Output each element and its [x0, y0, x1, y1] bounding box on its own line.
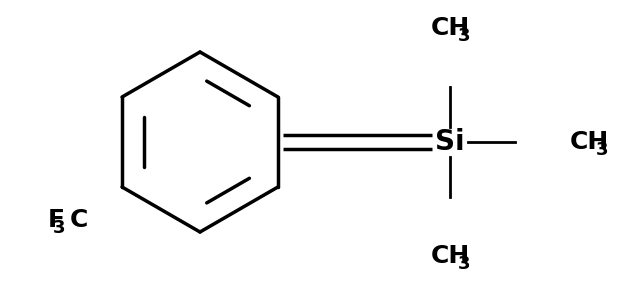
Text: 3: 3: [458, 27, 470, 45]
Text: F: F: [48, 208, 65, 232]
Text: 3: 3: [596, 141, 608, 159]
Text: CH: CH: [430, 16, 470, 40]
Text: 3: 3: [458, 255, 470, 273]
Text: CH: CH: [570, 130, 609, 154]
Text: 3: 3: [52, 219, 65, 237]
Text: C: C: [70, 208, 88, 232]
Text: CH: CH: [430, 244, 470, 268]
Text: Si: Si: [435, 128, 465, 156]
